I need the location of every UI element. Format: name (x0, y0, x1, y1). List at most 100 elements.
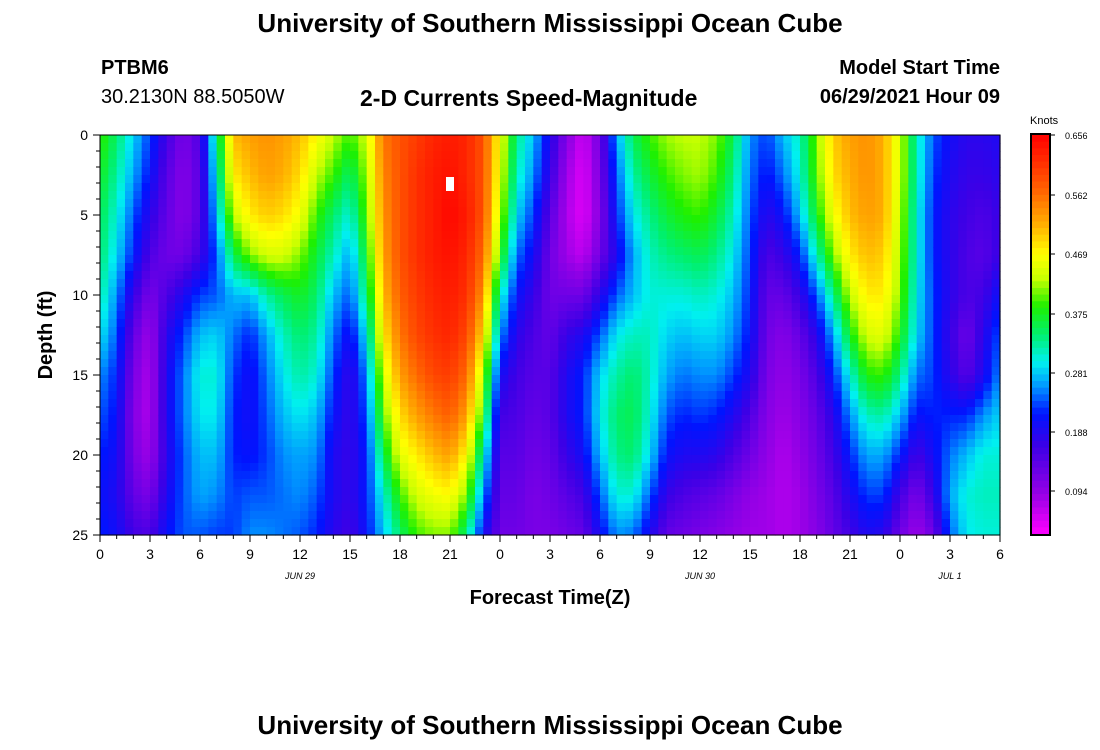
heat-cell (466, 231, 476, 240)
heat-cell (316, 399, 326, 408)
heat-cell (391, 415, 401, 424)
heat-cell (616, 271, 626, 280)
heat-cell (625, 335, 634, 344)
heat-cell (700, 183, 709, 192)
heat-cell (516, 351, 526, 360)
heat-cell (150, 439, 159, 448)
heat-cell (666, 303, 676, 312)
heat-cell (366, 391, 376, 400)
heat-cell (391, 463, 401, 472)
heat-cell (600, 159, 609, 168)
heat-cell (716, 471, 726, 480)
heat-cell (441, 263, 451, 272)
heat-cell (666, 199, 676, 208)
heat-cell (825, 511, 834, 520)
heat-cell (233, 399, 243, 408)
heat-cell (741, 423, 751, 432)
heat-cell (433, 447, 443, 456)
heat-cell (508, 479, 518, 488)
heat-cell (741, 159, 751, 168)
heat-cell (283, 159, 293, 168)
heat-cell (916, 391, 926, 400)
heat-cell (316, 287, 326, 296)
heat-cell (633, 287, 643, 296)
heat-cell (641, 135, 651, 144)
heat-cell (341, 415, 351, 424)
heat-cell (691, 319, 701, 328)
heat-cell (541, 287, 551, 296)
heat-cell (633, 167, 643, 176)
heat-cell (183, 527, 193, 536)
heat-cell (425, 335, 434, 344)
heat-cell (708, 431, 718, 440)
heat-cell (866, 503, 876, 512)
heat-cell (666, 183, 676, 192)
heat-cell (483, 487, 493, 496)
heat-cell (900, 143, 909, 152)
heat-cell (733, 407, 743, 416)
heat-cell (558, 327, 568, 336)
heat-cell (266, 303, 276, 312)
heat-cell (783, 215, 793, 224)
heat-cell (141, 295, 151, 304)
heat-cell (916, 263, 926, 272)
heat-cell (433, 263, 443, 272)
heat-cell (500, 295, 509, 304)
heat-cell (741, 391, 751, 400)
heat-cell (166, 207, 176, 216)
heat-cell (758, 511, 768, 520)
heat-cell (225, 495, 234, 504)
heat-cell (125, 239, 134, 248)
heat-cell (850, 503, 859, 512)
heat-cell (141, 463, 151, 472)
heatmap-cells (100, 135, 1001, 536)
heat-cell (225, 135, 234, 144)
heat-cell (458, 367, 468, 376)
heat-cell (658, 471, 668, 480)
heat-cell (375, 479, 384, 488)
heat-cell (733, 463, 743, 472)
heat-cell (708, 463, 718, 472)
heat-cell (825, 135, 834, 144)
heat-cell (916, 175, 926, 184)
heat-cell (750, 463, 759, 472)
heat-cell (441, 407, 451, 416)
heat-cell (425, 399, 434, 408)
heat-cell (800, 271, 809, 280)
heat-cell (766, 463, 776, 472)
heat-cell (133, 487, 143, 496)
heat-cell (491, 511, 501, 520)
heat-cell (500, 471, 509, 480)
heat-cell (666, 327, 676, 336)
heat-cell (458, 447, 468, 456)
heat-cell (475, 447, 484, 456)
heat-cell (266, 375, 276, 384)
heat-cell (591, 407, 601, 416)
heat-cell (150, 175, 159, 184)
heat-cell (616, 287, 626, 296)
heat-cell (916, 399, 926, 408)
heat-cell (283, 383, 293, 392)
heat-cell (525, 391, 534, 400)
heat-cell (216, 223, 226, 232)
heat-cell (208, 199, 218, 208)
heat-cell (175, 319, 184, 328)
heat-cell (108, 263, 118, 272)
heat-cell (250, 407, 259, 416)
heat-cell (100, 191, 109, 200)
heat-cell (233, 471, 243, 480)
heat-cell (233, 447, 243, 456)
heat-cell (383, 447, 393, 456)
heat-cell (341, 159, 351, 168)
heat-cell (858, 319, 868, 328)
heat-cell (491, 343, 501, 352)
heat-cell (575, 407, 584, 416)
heat-cell (608, 271, 618, 280)
heat-cell (700, 487, 709, 496)
heat-cell (783, 455, 793, 464)
heat-cell (600, 527, 609, 536)
heat-cell (433, 159, 443, 168)
heat-cell (266, 319, 276, 328)
heat-cell (850, 247, 859, 256)
heat-cell (341, 295, 351, 304)
